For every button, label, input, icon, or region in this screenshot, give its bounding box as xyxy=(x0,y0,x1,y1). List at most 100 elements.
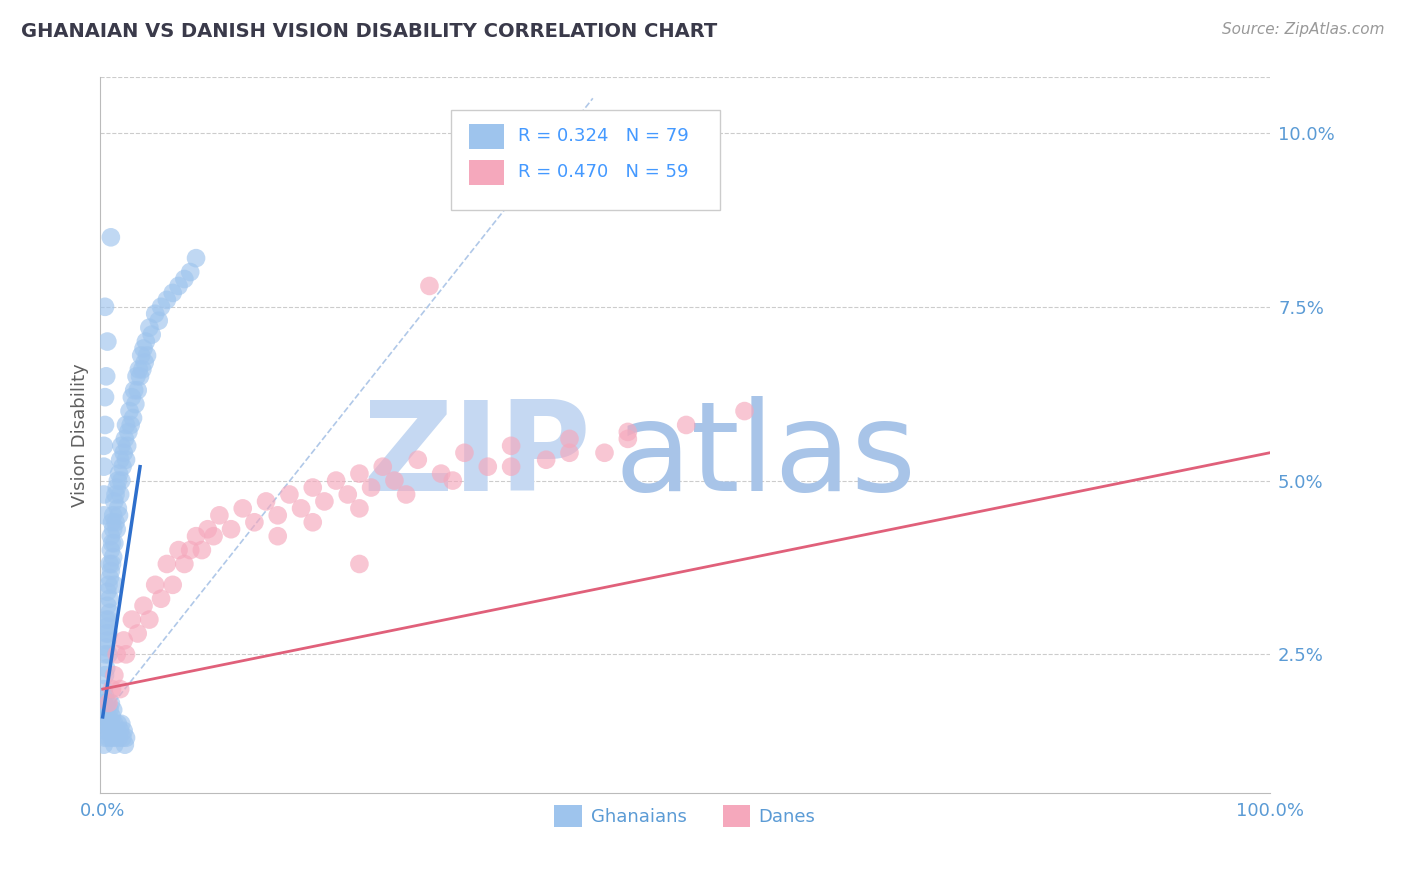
Point xyxy=(162,578,184,592)
Point xyxy=(121,613,143,627)
Point xyxy=(290,501,312,516)
Point xyxy=(371,459,394,474)
Point xyxy=(94,300,117,314)
Point xyxy=(477,459,499,474)
Point xyxy=(501,459,523,474)
Point xyxy=(197,522,219,536)
Point xyxy=(108,467,131,481)
Bar xyxy=(468,160,503,185)
FancyBboxPatch shape xyxy=(451,110,720,210)
Point xyxy=(96,619,118,633)
Y-axis label: Vision Disability: Vision Disability xyxy=(72,364,89,508)
Point xyxy=(93,439,115,453)
Point xyxy=(93,508,115,523)
Point xyxy=(131,362,153,376)
Point xyxy=(112,723,135,738)
Point xyxy=(406,452,429,467)
Point xyxy=(107,501,129,516)
Point xyxy=(98,591,121,606)
Point xyxy=(114,432,136,446)
Point xyxy=(150,300,173,314)
Point xyxy=(558,446,581,460)
Point xyxy=(98,557,121,571)
Point xyxy=(349,501,371,516)
Point xyxy=(141,327,163,342)
Point xyxy=(100,230,122,244)
Point xyxy=(96,369,118,384)
Point xyxy=(103,716,125,731)
Point xyxy=(105,522,128,536)
Point xyxy=(108,487,131,501)
Point xyxy=(103,738,125,752)
Point xyxy=(128,362,150,376)
Point xyxy=(94,390,117,404)
Point xyxy=(349,557,371,571)
Point xyxy=(254,494,277,508)
Text: R = 0.470   N = 59: R = 0.470 N = 59 xyxy=(517,163,689,181)
Point xyxy=(336,487,359,501)
Point xyxy=(129,369,152,384)
Point xyxy=(156,293,179,307)
Point xyxy=(118,404,141,418)
Point xyxy=(418,279,440,293)
Point xyxy=(179,265,201,279)
Point xyxy=(103,703,125,717)
Point xyxy=(103,494,125,508)
Text: atlas: atlas xyxy=(614,396,917,517)
Point xyxy=(267,508,290,523)
Point xyxy=(101,516,124,530)
Point xyxy=(112,633,135,648)
Point xyxy=(104,731,127,745)
Point xyxy=(162,285,184,300)
Legend: Ghanaians, Danes: Ghanaians, Danes xyxy=(547,798,823,834)
Point xyxy=(96,599,118,613)
Point xyxy=(111,731,134,745)
Point xyxy=(100,564,122,578)
Point xyxy=(93,716,115,731)
Text: Source: ZipAtlas.com: Source: ZipAtlas.com xyxy=(1222,22,1385,37)
Point xyxy=(108,723,131,738)
Point xyxy=(301,516,323,530)
Point xyxy=(675,417,697,432)
Point xyxy=(173,272,195,286)
Point xyxy=(94,689,117,703)
Point xyxy=(148,314,170,328)
Point xyxy=(93,487,115,501)
Point xyxy=(122,383,145,397)
Point xyxy=(93,459,115,474)
Point xyxy=(173,557,195,571)
Point xyxy=(107,474,129,488)
Point xyxy=(96,613,118,627)
Point xyxy=(114,738,136,752)
Point xyxy=(184,251,207,265)
Point xyxy=(105,723,128,738)
Point xyxy=(94,710,117,724)
Point xyxy=(167,279,190,293)
Point xyxy=(98,703,121,717)
Point xyxy=(97,648,120,662)
Point xyxy=(104,487,127,501)
Point xyxy=(100,696,122,710)
Point xyxy=(97,626,120,640)
Point xyxy=(134,355,156,369)
Point xyxy=(127,626,149,640)
Point xyxy=(98,606,121,620)
Point xyxy=(558,432,581,446)
Point xyxy=(125,369,148,384)
Point xyxy=(93,682,115,697)
Point xyxy=(243,516,266,530)
Point xyxy=(96,723,118,738)
Point xyxy=(117,425,139,439)
Point xyxy=(100,716,122,731)
Point xyxy=(105,648,128,662)
Point xyxy=(101,710,124,724)
Point xyxy=(108,682,131,697)
Point xyxy=(93,696,115,710)
Point xyxy=(103,723,125,738)
Point xyxy=(103,536,125,550)
Point xyxy=(97,578,120,592)
Point xyxy=(278,487,301,501)
Point xyxy=(96,633,118,648)
Point xyxy=(138,320,160,334)
Point xyxy=(97,696,120,710)
